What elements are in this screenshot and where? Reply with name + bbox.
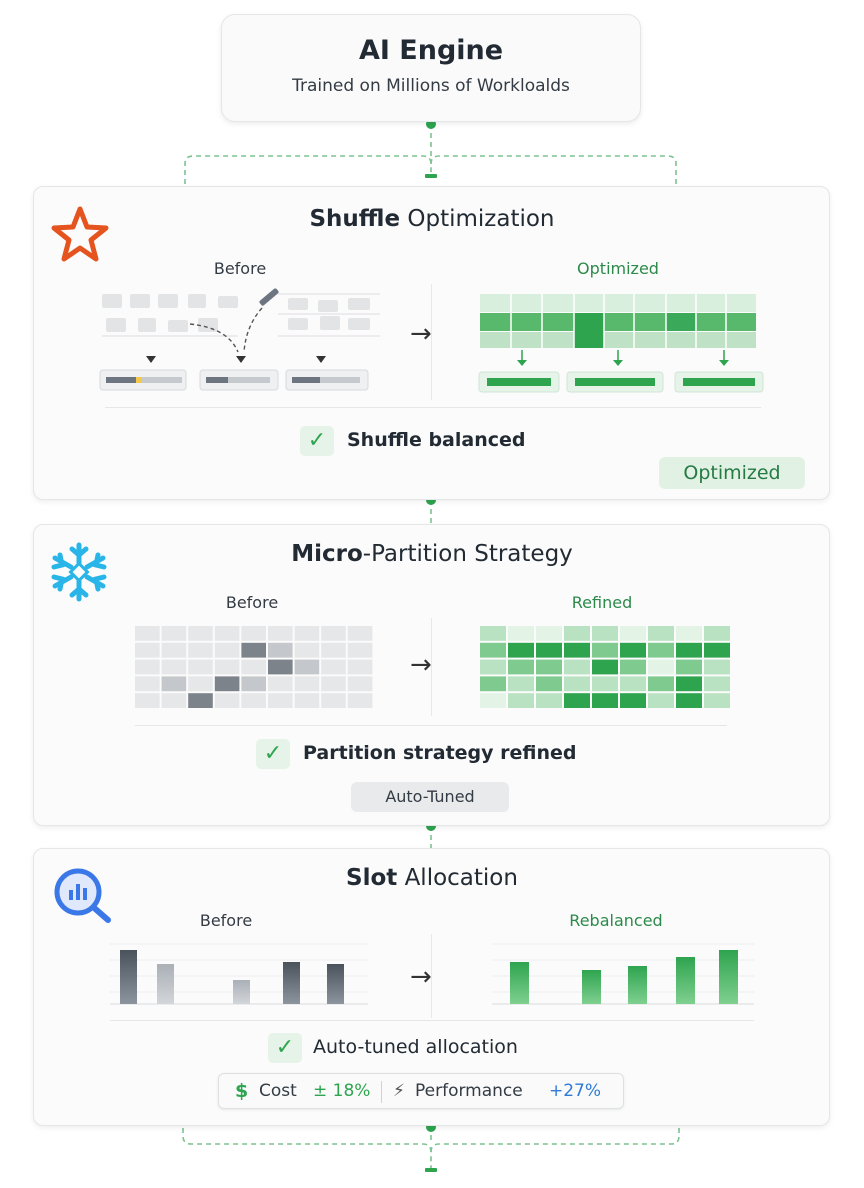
slot-status: Auto-tuned allocation (313, 1036, 518, 1058)
micro-check-icon: ✓ (256, 739, 290, 769)
shuffle-title-bold: Shuffle (309, 206, 401, 232)
slot-after-chart (492, 943, 754, 1005)
micro-after-label: Refined (571, 593, 633, 612)
star-icon (51, 206, 109, 262)
shuffle-title: Shuffle Optimization (180, 206, 684, 232)
shuffle-before-diagram (99, 288, 380, 391)
engine-title: AI Engine (358, 35, 504, 66)
shuffle-arrow: → (410, 319, 432, 349)
shuffle-before-label: Before (213, 259, 267, 278)
bolt-icon: ⚡ (393, 1081, 405, 1101)
slot-check-icon: ✓ (268, 1033, 302, 1063)
shuffle-status: Shuffle balanced (347, 429, 526, 451)
micro-title-bold: Micro (291, 541, 363, 567)
cost-label: Cost (259, 1081, 297, 1101)
engine-subtitle: Trained on Millions of Workloalds (292, 76, 570, 96)
shuffle-after-label: Optimized (577, 259, 659, 278)
slot-title: Slot Allocation (180, 865, 684, 891)
shuffle-after-diagram (478, 294, 764, 393)
micro-divider (431, 618, 432, 716)
performance-value: +27% (549, 1081, 602, 1101)
slot-before-chart (110, 943, 368, 1005)
micro-before-label: Before (225, 593, 279, 612)
dollar-icon: $ (235, 1080, 249, 1102)
slot-divider (431, 934, 432, 1018)
shuffle-title-rest: Optimization (400, 206, 555, 232)
slot-title-rest: Allocation (397, 865, 518, 891)
micro-title-rest: -Partition Strategy (362, 541, 573, 567)
shuffle-badge: Optimized (659, 457, 805, 489)
micro-hr (135, 725, 727, 726)
micro-arrow: → (410, 650, 432, 680)
snowflake-icon (51, 542, 107, 602)
micro-status: Partition strategy refined (303, 742, 577, 764)
slot-after-label: Rebalanced (569, 911, 663, 930)
shuffle-check-icon: ✓ (300, 426, 334, 456)
cost-value: ± 18% (313, 1081, 371, 1101)
micro-panel (33, 524, 830, 826)
slot-hr (110, 1020, 754, 1021)
metrics-bar: $ Cost ± 18% ⚡ Performance +27% (218, 1073, 624, 1109)
performance-label: Performance (415, 1081, 523, 1101)
bigquery-icon (54, 868, 111, 923)
micro-before-grid (135, 626, 373, 708)
ai-engine-card: AI Engine Trained on Millions of Workloa… (221, 14, 641, 122)
micro-title: Micro-Partition Strategy (180, 541, 684, 567)
metrics-separator (381, 1081, 382, 1103)
slot-title-bold: Slot (346, 865, 398, 891)
slot-arrow: → (410, 962, 432, 992)
micro-after-grid (480, 626, 730, 708)
micro-badge: Auto-Tuned (351, 782, 509, 812)
shuffle-divider (431, 284, 432, 400)
slot-before-label: Before (199, 911, 253, 930)
shuffle-hr (105, 407, 761, 408)
